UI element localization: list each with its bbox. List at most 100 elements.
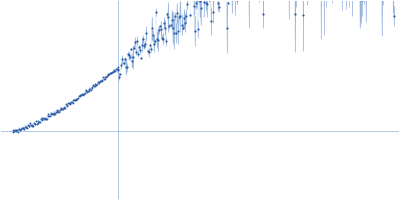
Point [75,97,81,100]
Point [33,120,40,123]
Point [85,90,91,93]
Point [73,97,80,101]
Point [53,110,59,113]
Point [105,73,112,76]
Point [194,28,201,31]
Point [119,58,126,61]
Point [106,72,112,76]
Point [90,84,96,87]
Point [77,94,84,97]
Point [118,64,125,67]
Point [175,30,181,33]
Point [16,127,23,130]
Point [190,5,197,8]
Point [47,114,53,118]
Point [154,38,160,41]
Point [76,94,83,97]
Point [65,101,71,105]
Point [108,71,115,75]
Point [26,124,32,127]
Point [165,16,172,19]
Point [121,58,128,61]
Point [126,56,133,59]
Point [25,123,31,126]
Point [210,10,216,13]
Point [194,0,200,2]
Point [54,108,61,112]
Point [133,50,139,54]
Point [129,60,135,63]
Point [126,54,132,57]
Point [110,70,116,73]
Point [44,117,50,121]
Point [161,21,168,24]
Point [28,124,35,128]
Point [12,129,18,132]
Point [52,112,58,116]
Point [19,127,26,130]
Point [152,39,158,42]
Point [69,101,75,104]
Point [71,98,78,101]
Point [72,98,78,101]
Point [51,112,58,115]
Point [132,40,138,43]
Point [57,106,64,109]
Point [148,27,155,30]
Point [87,87,93,90]
Point [16,127,22,130]
Point [102,77,108,80]
Point [292,12,298,15]
Point [146,44,153,47]
Point [145,51,152,54]
Point [40,117,46,120]
Point [22,125,29,129]
Point [79,93,86,96]
Point [36,120,42,123]
Point [84,90,90,93]
Point [124,66,130,69]
Point [24,126,30,130]
Point [111,69,118,73]
Point [131,46,137,49]
Point [46,114,52,117]
Point [13,129,20,132]
Point [138,57,144,60]
Point [100,76,106,79]
Point [181,17,187,20]
Point [86,88,93,91]
Point [185,0,192,1]
Point [82,91,88,95]
Point [172,31,179,34]
Point [93,83,100,86]
Point [70,99,77,102]
Point [32,122,39,125]
Point [27,122,33,125]
Point [134,39,140,42]
Point [94,82,100,85]
Point [166,24,173,27]
Point [142,43,149,46]
Point [96,82,102,85]
Point [358,0,365,2]
Point [48,112,54,115]
Point [391,14,397,18]
Point [191,29,198,33]
Point [70,102,76,105]
Point [10,130,17,133]
Point [201,0,207,4]
Point [86,89,92,93]
Point [128,47,134,51]
Point [130,56,136,59]
Point [30,125,36,128]
Point [89,86,96,90]
Point [102,75,108,78]
Point [155,38,161,41]
Point [68,100,74,103]
Point [38,117,44,120]
Point [177,15,183,18]
Point [26,124,32,128]
Point [208,20,214,23]
Point [224,27,230,30]
Point [63,103,69,106]
